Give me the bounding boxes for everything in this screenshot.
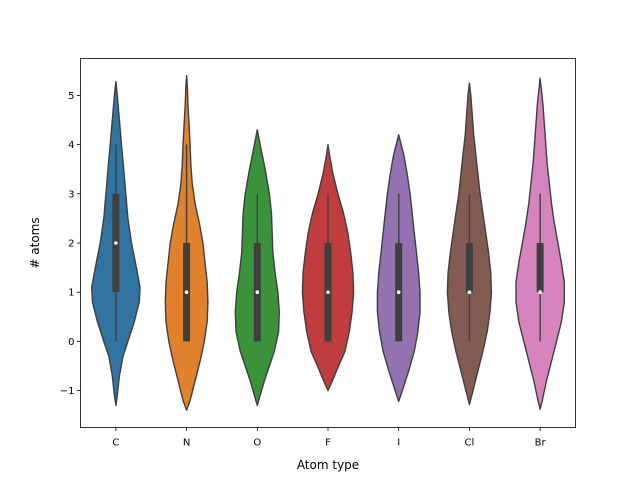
- y-tick-label: 4: [68, 140, 74, 151]
- x-tick-label: Br: [535, 438, 547, 449]
- x-tick-label: N: [183, 438, 190, 449]
- x-tick-label: C: [112, 438, 119, 449]
- y-tick-label: 5: [68, 91, 74, 102]
- violin-median-dot-O: [255, 290, 260, 295]
- violin-median-dot-I: [396, 290, 401, 295]
- violin-iqr-box-Cl: [465, 243, 473, 293]
- y-tick-label: 3: [68, 189, 74, 200]
- y-axis-label: # atoms: [28, 217, 42, 268]
- violin-Br: [515, 77, 565, 410]
- y-tick-label: 2: [68, 239, 74, 250]
- x-tick-label: O: [253, 438, 261, 449]
- violin-O: [234, 129, 280, 407]
- violin-median-dot-F: [326, 290, 330, 295]
- violin-median-dot-N: [184, 290, 189, 295]
- x-axis: C N O F I Cl Br: [112, 427, 547, 449]
- violin-I: [376, 134, 421, 403]
- violin-median-dot-Br: [538, 290, 542, 295]
- violin-median-dot-C: [114, 241, 118, 245]
- x-tick-label: I: [397, 438, 400, 449]
- violin-Cl: [446, 82, 493, 406]
- y-axis: −1 0 1 2 3 4 5: [60, 91, 81, 397]
- y-tick-label: 0: [68, 337, 74, 348]
- x-tick-label: F: [325, 438, 331, 449]
- y-tick-label: −1: [60, 386, 75, 397]
- violins-layer: [91, 75, 565, 411]
- x-axis-label: Atom type: [297, 458, 359, 472]
- violin-F: [301, 143, 355, 392]
- violin-C: [91, 80, 141, 407]
- violin-iqr-box-Br: [536, 243, 544, 293]
- violin-N: [164, 75, 209, 411]
- y-tick-label: 1: [68, 288, 74, 299]
- x-tick-label: Cl: [465, 438, 475, 449]
- violin-median-dot-Cl: [467, 290, 472, 295]
